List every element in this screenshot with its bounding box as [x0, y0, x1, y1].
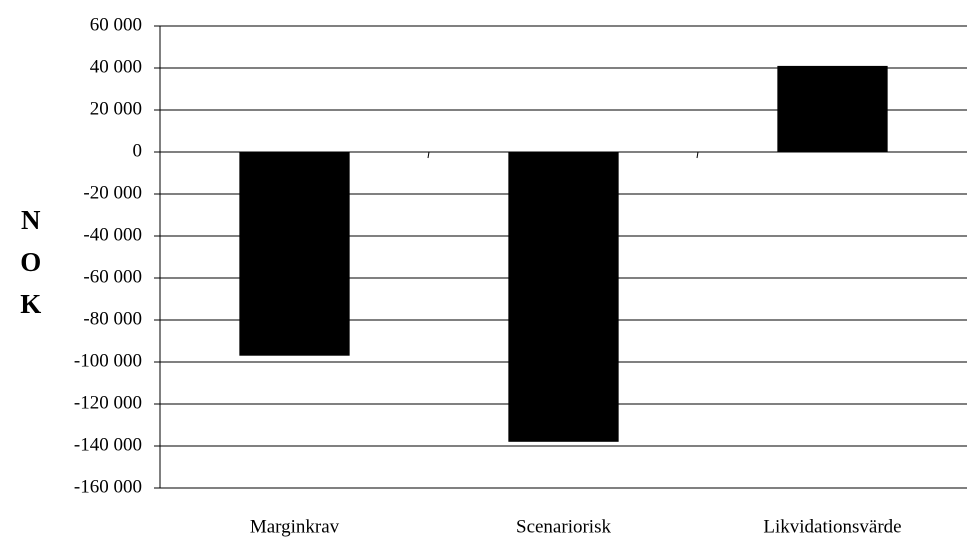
y-axis-title: NOK — [16, 205, 46, 331]
y-tick-label: -80 000 — [83, 308, 142, 329]
x-tick-label: Marginkrav — [250, 516, 340, 537]
x-tick — [427, 151, 430, 159]
y-tick-label: -160 000 — [74, 476, 142, 497]
y-tick-label: 60 000 — [90, 14, 142, 35]
y-tick-label: -60 000 — [83, 266, 142, 287]
x-tick — [696, 151, 699, 159]
y-tick-label: -20 000 — [83, 182, 142, 203]
x-tick-label: Scenariorisk — [516, 516, 611, 537]
y-tick-label: -140 000 — [74, 434, 142, 455]
bar — [239, 152, 350, 356]
y-tick-label: -100 000 — [74, 350, 142, 371]
y-tick-label: -40 000 — [83, 224, 142, 245]
x-tick-label: Likvidationsvärde — [763, 516, 901, 537]
bar — [777, 65, 888, 152]
y-tick-label: 40 000 — [90, 56, 142, 77]
y-tick-label: 0 — [133, 140, 143, 161]
y-tick-label: -120 000 — [74, 392, 142, 413]
y-tick-label: 20 000 — [90, 98, 142, 119]
bar — [508, 152, 619, 442]
